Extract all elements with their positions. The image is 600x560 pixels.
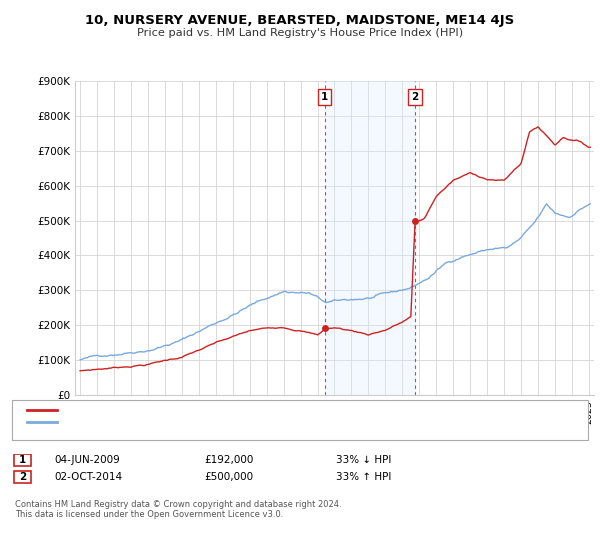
Text: 02-OCT-2014: 02-OCT-2014 [54,472,122,482]
Text: 33% ↑ HPI: 33% ↑ HPI [336,472,391,482]
Text: 2: 2 [412,92,419,102]
Text: 10, NURSERY AVENUE, BEARSTED, MAIDSTONE, ME14 4JS (detached house): 10, NURSERY AVENUE, BEARSTED, MAIDSTONE,… [60,405,419,414]
Text: 33% ↓ HPI: 33% ↓ HPI [336,455,391,465]
Text: 1: 1 [19,455,26,465]
Text: 10, NURSERY AVENUE, BEARSTED, MAIDSTONE, ME14 4JS: 10, NURSERY AVENUE, BEARSTED, MAIDSTONE,… [85,14,515,27]
FancyBboxPatch shape [14,454,31,466]
Text: £500,000: £500,000 [204,472,253,482]
Text: Price paid vs. HM Land Registry's House Price Index (HPI): Price paid vs. HM Land Registry's House … [137,28,463,38]
Text: £192,000: £192,000 [204,455,253,465]
Text: 2: 2 [19,472,26,482]
Text: Contains HM Land Registry data © Crown copyright and database right 2024.
This d: Contains HM Land Registry data © Crown c… [15,500,341,519]
Text: HPI: Average price, detached house, Maidstone: HPI: Average price, detached house, Maid… [60,417,285,426]
Text: 04-JUN-2009: 04-JUN-2009 [54,455,120,465]
Bar [325,81,415,395]
Text: 1: 1 [321,92,328,102]
FancyBboxPatch shape [14,471,31,483]
